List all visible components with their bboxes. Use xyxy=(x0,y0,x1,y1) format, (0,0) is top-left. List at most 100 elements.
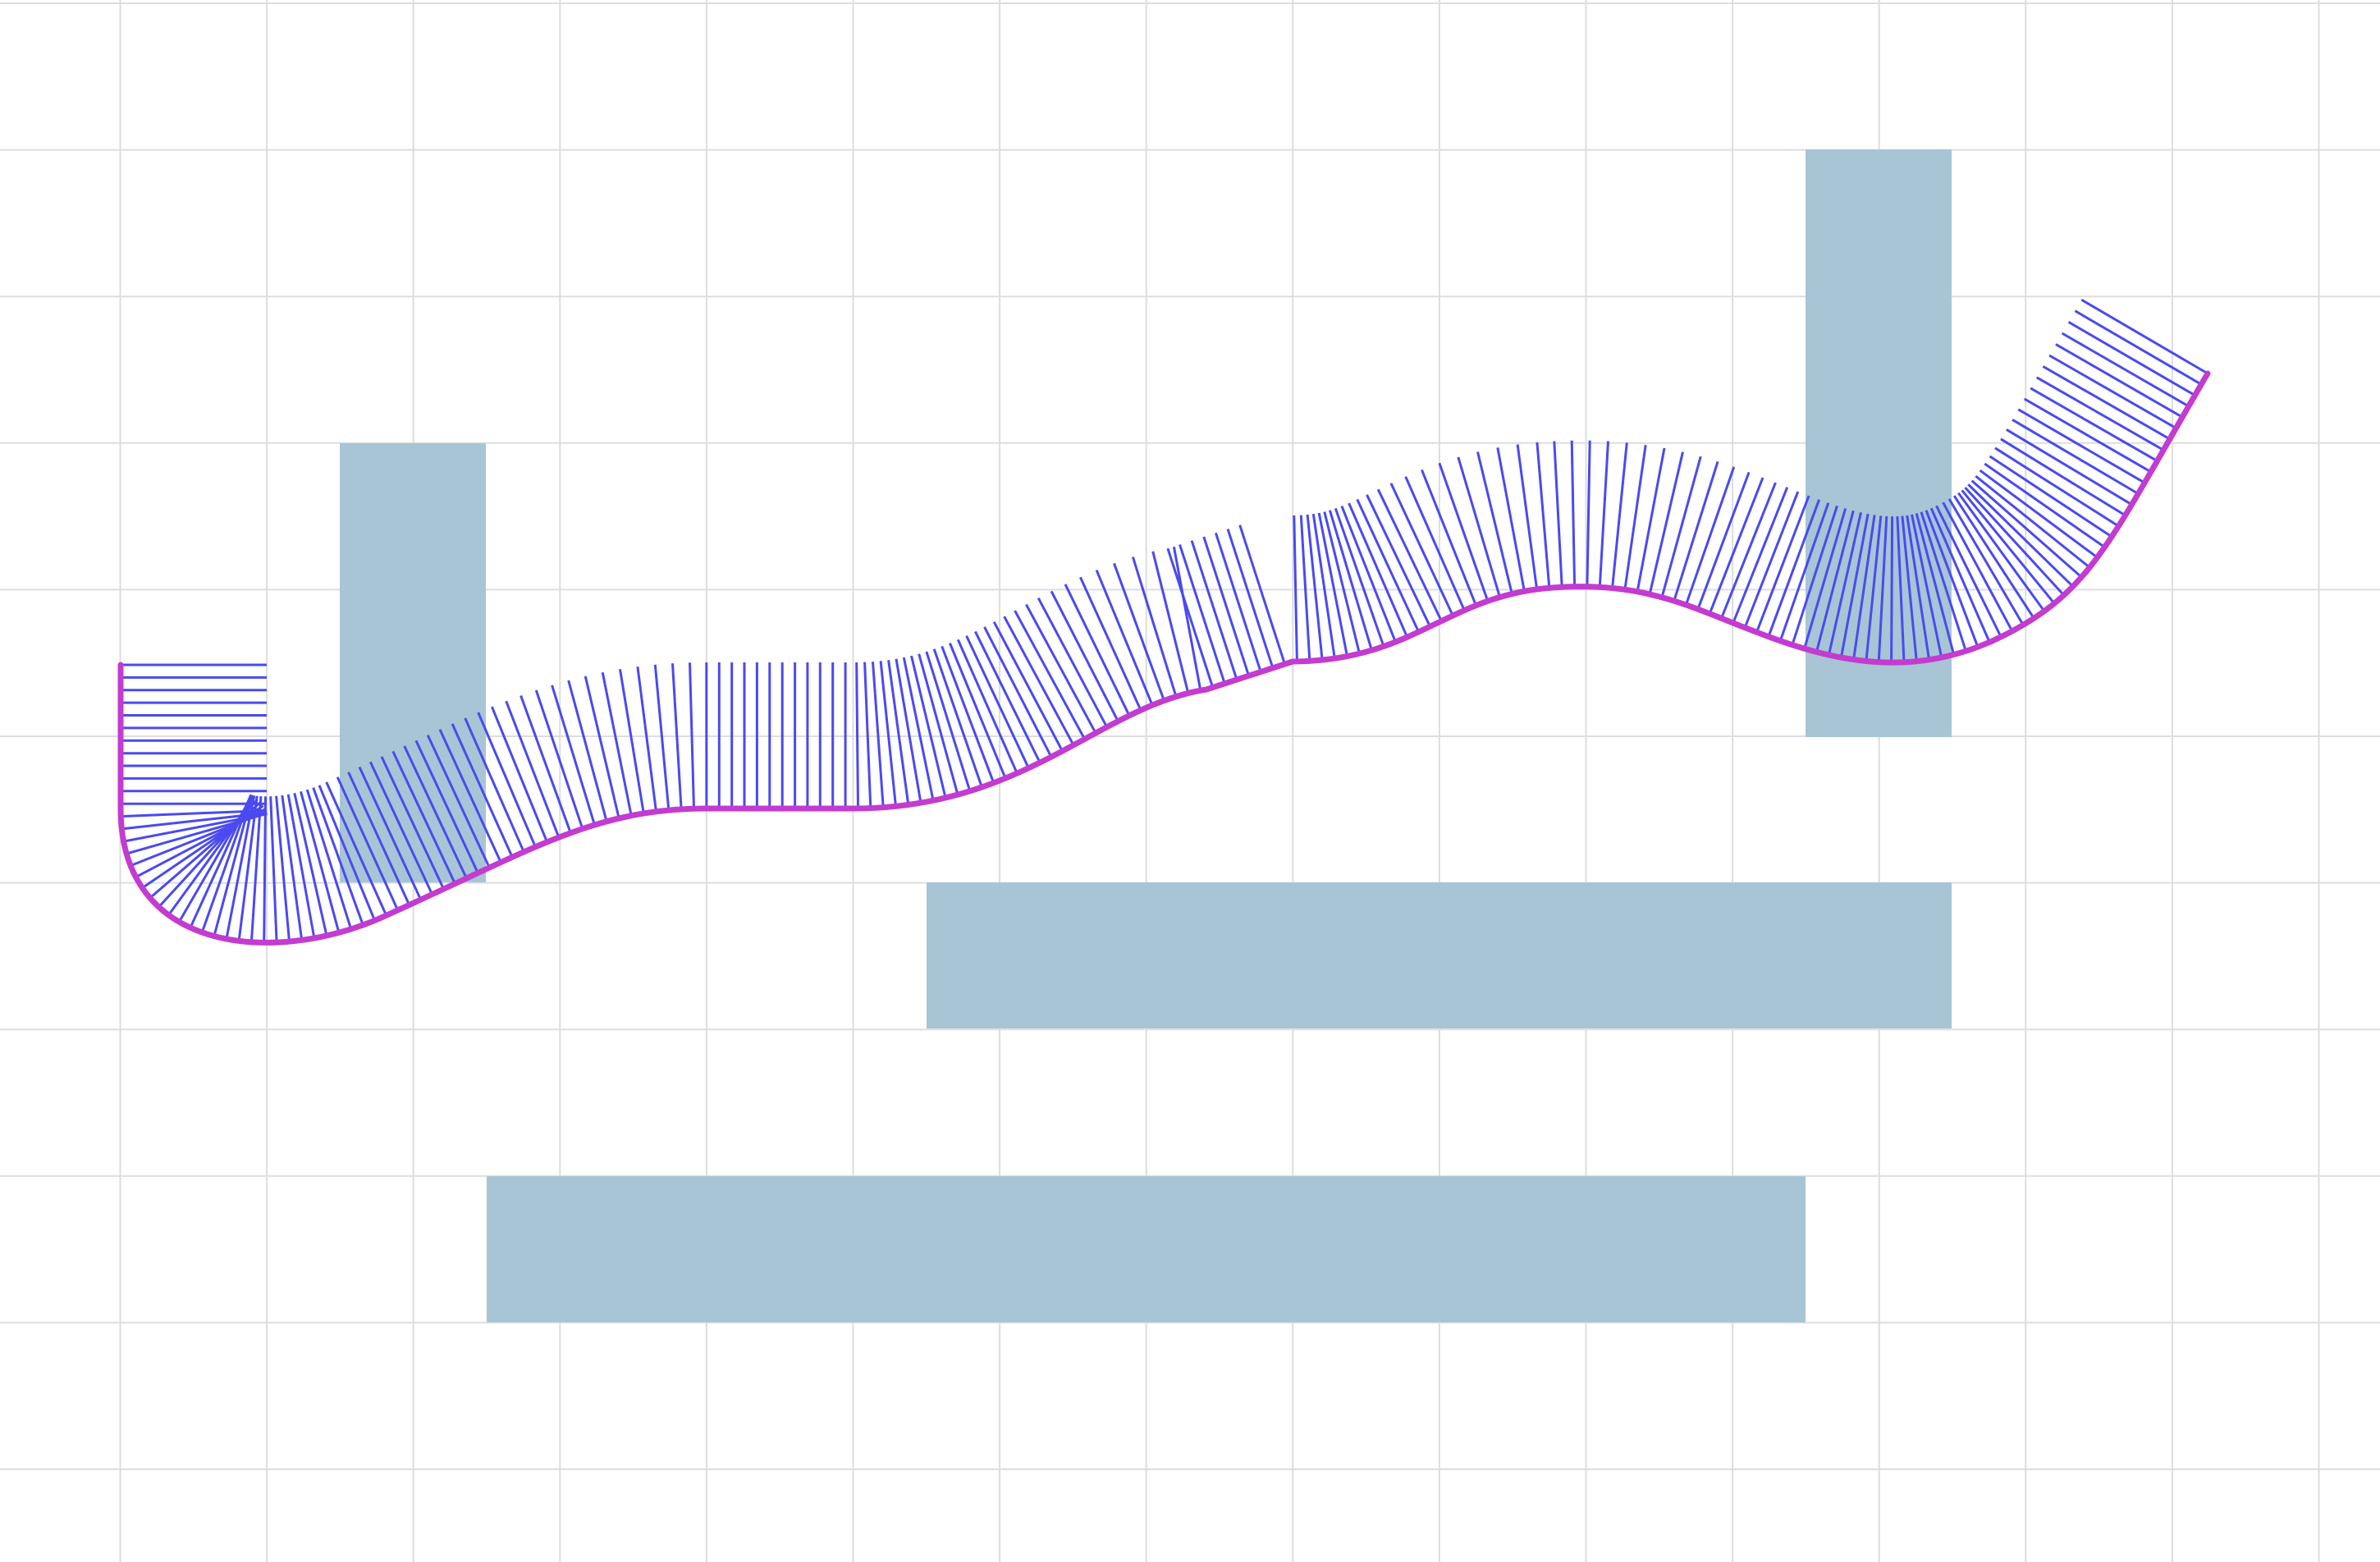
normal-line xyxy=(1348,502,1408,638)
normal-line xyxy=(347,772,411,906)
normal-line xyxy=(1696,471,1751,610)
normal-line xyxy=(1660,456,1702,598)
normal-line xyxy=(1496,447,1526,592)
normal-line xyxy=(1611,442,1628,589)
normal-line xyxy=(305,789,353,930)
normal-line xyxy=(1975,474,2091,569)
normal-line xyxy=(2067,321,2196,396)
normal-line xyxy=(1803,507,1847,649)
normal-line xyxy=(1214,532,1262,673)
normal-line xyxy=(318,785,376,921)
normal-line xyxy=(2006,428,2133,506)
obstacle-bottom-bar xyxy=(487,1176,1806,1322)
normal-line xyxy=(1890,516,1894,663)
normal-line xyxy=(1516,444,1539,590)
normal-line xyxy=(200,794,253,933)
normal-line xyxy=(1356,498,1420,633)
normal-line xyxy=(1598,441,1609,588)
normal-line xyxy=(1865,515,1883,662)
normal-line xyxy=(1306,514,1324,661)
normal-line xyxy=(1961,489,2056,605)
normal-line xyxy=(1901,515,1918,662)
normal-line xyxy=(1079,576,1142,711)
normal-line xyxy=(1970,479,2083,579)
normal-line xyxy=(2023,397,2152,474)
normal-line xyxy=(1328,510,1373,651)
normal-line xyxy=(902,657,935,801)
normal-line xyxy=(380,756,445,890)
normal-line xyxy=(1648,451,1684,595)
normal-line xyxy=(403,745,468,879)
normal-line xyxy=(358,766,423,900)
normal-line xyxy=(956,639,1018,774)
normal-line xyxy=(1732,487,1789,624)
normal-line xyxy=(1421,469,1477,607)
normal-line xyxy=(1743,491,1800,629)
normal-line xyxy=(2035,376,2164,451)
normal-line xyxy=(1989,455,2112,538)
normal-line xyxy=(1014,610,1086,740)
normal-line xyxy=(312,787,364,926)
normal-line xyxy=(551,685,596,826)
normal-line xyxy=(1957,492,2046,612)
normal-lines xyxy=(121,298,2208,943)
normal-line xyxy=(1131,557,1178,698)
normal-line xyxy=(189,794,253,928)
normal-line xyxy=(1947,498,2025,626)
normal-line xyxy=(983,626,1053,758)
normal-line xyxy=(1935,505,2002,638)
normal-line xyxy=(1586,440,1591,587)
normal-line xyxy=(1684,466,1736,606)
normal-line xyxy=(1172,546,1202,691)
normal-line xyxy=(426,734,491,868)
normal-line xyxy=(1202,536,1251,676)
normal-line xyxy=(1720,482,1777,619)
normal-line xyxy=(1553,441,1563,588)
normal-line xyxy=(941,645,995,784)
normal-line xyxy=(269,796,278,943)
path-curve xyxy=(117,370,2211,946)
normal-line xyxy=(368,761,433,896)
normal-line xyxy=(965,634,1030,769)
normal-line xyxy=(1536,442,1551,589)
normal-line xyxy=(619,669,645,814)
normal-line xyxy=(519,694,572,834)
obstacles xyxy=(340,149,1952,1322)
normal-line xyxy=(2017,408,2145,484)
normal-line xyxy=(689,662,695,809)
normal-line xyxy=(1570,440,1577,587)
normal-line xyxy=(275,795,291,942)
normal-line xyxy=(1323,511,1361,654)
normal-line xyxy=(1050,590,1119,722)
normal-line xyxy=(887,659,910,805)
normal-line xyxy=(391,750,456,885)
normal-line xyxy=(1064,584,1131,717)
normal-line xyxy=(1906,515,1931,661)
normal-line xyxy=(1404,476,1466,612)
normal-line xyxy=(225,795,255,940)
normal-line xyxy=(1376,488,1443,622)
normal-line xyxy=(1755,495,1810,633)
normal-line xyxy=(1915,513,1956,655)
normal-line xyxy=(1994,447,2120,528)
normal-line xyxy=(872,662,885,808)
normal-line xyxy=(636,666,657,812)
normal-line xyxy=(1299,515,1311,662)
normal-line xyxy=(1942,502,2014,632)
normal-line xyxy=(1623,444,1647,590)
normal-line xyxy=(1226,529,1275,669)
obstacle-right-pillar xyxy=(1806,149,1952,737)
normal-line xyxy=(1877,515,1888,662)
normal-line xyxy=(2061,332,2190,408)
normal-line xyxy=(584,676,620,819)
normal-line xyxy=(505,700,561,838)
normal-line xyxy=(464,717,525,853)
normal-line xyxy=(1778,502,1830,642)
normal-line xyxy=(1311,513,1336,659)
normal-line xyxy=(863,662,872,808)
normal-line xyxy=(1166,547,1215,688)
normal-line xyxy=(2012,419,2140,495)
normal-line xyxy=(1815,510,1855,653)
normal-line xyxy=(1095,570,1154,706)
normal-line xyxy=(1929,507,1991,643)
